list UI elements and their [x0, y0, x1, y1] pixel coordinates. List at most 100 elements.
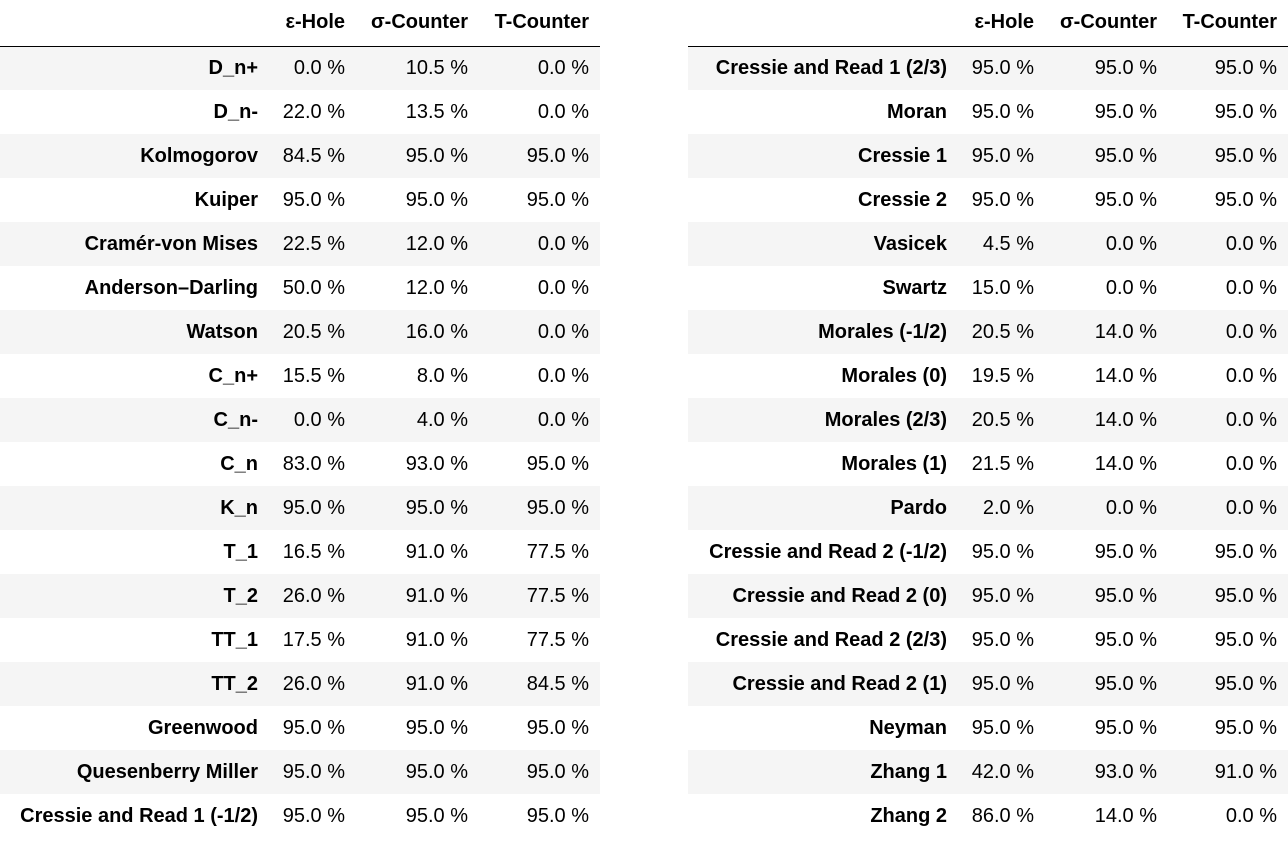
cell-t-counter: 95.0 % [526, 804, 589, 827]
cell-epsilon-hole: 95.0 % [971, 628, 1034, 651]
results-table-right: ε-Hole σ-Counter T-Counter Cressie and R… [688, 0, 1288, 838]
row-label: Cressie 1 [858, 144, 947, 167]
cell-t-counter: 95.0 % [1214, 672, 1277, 695]
cell-sigma-counter: 14.0 % [1094, 320, 1157, 343]
table-row: Cressie and Read 2 (2/3) 95.0 % 95.0 % 95.0… [688, 618, 1288, 662]
table-row: Cressie and Read 2 (1) 95.0 % 95.0 % 95.0 % [688, 662, 1288, 706]
cell-t-counter: 95.0 % [526, 452, 589, 475]
cell-sigma-counter: 95.0 % [1094, 56, 1157, 79]
table-row: TT_1 17.5 % 91.0 % 77.5 % [0, 618, 600, 662]
row-label: Cressie and Read 2 (2/3) [715, 628, 947, 651]
cell-sigma-counter: 95.0 % [1094, 716, 1157, 739]
cell-epsilon-hole: 22.5 % [282, 232, 345, 255]
header-sigma-counter: σ-Counter [356, 0, 479, 47]
cell-t-counter: 95.0 % [1214, 584, 1277, 607]
cell-epsilon-hole: 4.5 % [982, 232, 1034, 255]
cell-sigma-counter: 91.0 % [405, 584, 468, 607]
row-label: T_1 [223, 540, 258, 563]
table-row: Vasicek 4.5 % 0.0 % 0.0 % [688, 222, 1288, 266]
table-row: Cressie 2 95.0 % 95.0 % 95.0 % [688, 178, 1288, 222]
cell-epsilon-hole: 95.0 % [282, 760, 345, 783]
cell-t-counter: 0.0 % [537, 56, 589, 79]
row-label: Morales (2/3) [824, 408, 947, 431]
table-row: TT_2 26.0 % 91.0 % 84.5 % [0, 662, 600, 706]
cell-t-counter: 95.0 % [1214, 56, 1277, 79]
table-row: Morales (1) 21.5 % 14.0 % 0.0 % [688, 442, 1288, 486]
row-label: Cressie 2 [858, 188, 947, 211]
cell-t-counter: 0.0 % [1225, 364, 1277, 387]
table-row: D_n+ 0.0 % 10.5 % 0.0 % [0, 46, 600, 90]
cell-t-counter: 95.0 % [526, 760, 589, 783]
cell-t-counter: 95.0 % [1214, 100, 1277, 123]
cell-sigma-counter: 95.0 % [1094, 540, 1157, 563]
row-label: Cressie and Read 2 (1) [732, 672, 947, 695]
cell-t-counter: 0.0 % [537, 364, 589, 387]
cell-t-counter: 95.0 % [526, 144, 589, 167]
cell-epsilon-hole: 95.0 % [971, 56, 1034, 79]
cell-t-counter: 0.0 % [1225, 408, 1277, 431]
cell-sigma-counter: 95.0 % [405, 760, 468, 783]
cell-t-counter: 0.0 % [537, 100, 589, 123]
header-row: ε-Hole σ-Counter T-Counter [0, 0, 600, 47]
row-label: Cramér-von Mises [84, 232, 258, 255]
row-label: Morales (0) [841, 364, 947, 387]
header-t-counter: T-Counter [1168, 0, 1288, 47]
cell-epsilon-hole: 19.5 % [971, 364, 1034, 387]
cell-sigma-counter: 12.0 % [405, 232, 468, 255]
cell-sigma-counter: 91.0 % [405, 628, 468, 651]
row-label: Anderson–Darling [84, 276, 258, 299]
row-label: Watson [186, 320, 258, 343]
table-row: Pardo 2.0 % 0.0 % 0.0 % [688, 486, 1288, 530]
table-row: Moran 95.0 % 95.0 % 95.0 % [688, 90, 1288, 134]
row-label: Cressie and Read 2 (-1/2) [709, 540, 947, 563]
cell-epsilon-hole: 95.0 % [282, 804, 345, 827]
cell-sigma-counter: 14.0 % [1094, 804, 1157, 827]
cell-epsilon-hole: 95.0 % [282, 188, 345, 211]
table-row: Swartz 15.0 % 0.0 % 0.0 % [688, 266, 1288, 310]
cell-sigma-counter: 10.5 % [405, 56, 468, 79]
cell-sigma-counter: 93.0 % [1094, 760, 1157, 783]
cell-t-counter: 91.0 % [1214, 760, 1277, 783]
cell-sigma-counter: 95.0 % [1094, 672, 1157, 695]
table-row: K_n 95.0 % 95.0 % 95.0 % [0, 486, 600, 530]
cell-sigma-counter: 95.0 % [1094, 584, 1157, 607]
cell-t-counter: 95.0 % [526, 496, 589, 519]
cell-epsilon-hole: 26.0 % [282, 584, 345, 607]
cell-epsilon-hole: 15.0 % [971, 276, 1034, 299]
row-label: TT_1 [211, 628, 258, 651]
row-label: C_n+ [208, 364, 258, 387]
row-label: Greenwood [147, 716, 258, 739]
cell-epsilon-hole: 86.0 % [971, 804, 1034, 827]
row-label: K_n [220, 496, 258, 519]
cell-sigma-counter: 4.0 % [416, 408, 468, 431]
cell-epsilon-hole: 15.5 % [282, 364, 345, 387]
cell-epsilon-hole: 83.0 % [282, 452, 345, 475]
cell-t-counter: 95.0 % [526, 188, 589, 211]
table-body: D_n+ 0.0 % 10.5 % 0.0 % D_n- 22.0 % 13.5 % 0.0 … [0, 46, 600, 838]
cell-t-counter: 77.5 % [526, 584, 589, 607]
cell-t-counter: 0.0 % [537, 320, 589, 343]
cell-sigma-counter: 95.0 % [405, 804, 468, 827]
table-row: Cressie and Read 2 (0) 95.0 % 95.0 % 95.0 % [688, 574, 1288, 618]
table-row: C_n 83.0 % 93.0 % 95.0 % [0, 442, 600, 486]
cell-sigma-counter: 12.0 % [405, 276, 468, 299]
header-row: ε-Hole σ-Counter T-Counter [688, 0, 1288, 47]
row-label: Cressie and Read 1 (2/3) [715, 56, 947, 79]
cell-sigma-counter: 95.0 % [405, 188, 468, 211]
cell-sigma-counter: 95.0 % [1094, 188, 1157, 211]
cell-epsilon-hole: 0.0 % [293, 408, 345, 431]
row-label: Kolmogorov [140, 144, 258, 167]
cell-epsilon-hole: 50.0 % [282, 276, 345, 299]
cell-epsilon-hole: 95.0 % [282, 716, 345, 739]
row-label: Pardo [890, 496, 947, 519]
cell-t-counter: 95.0 % [1214, 716, 1277, 739]
header-sigma-counter: σ-Counter [1045, 0, 1168, 47]
cell-sigma-counter: 95.0 % [1094, 628, 1157, 651]
cell-t-counter: 77.5 % [526, 540, 589, 563]
cell-sigma-counter: 14.0 % [1094, 452, 1157, 475]
cell-t-counter: 77.5 % [526, 628, 589, 651]
cell-epsilon-hole: 95.0 % [971, 584, 1034, 607]
cell-sigma-counter: 95.0 % [1094, 100, 1157, 123]
row-label: Quesenberry Miller [76, 760, 258, 783]
cell-t-counter: 0.0 % [1225, 232, 1277, 255]
